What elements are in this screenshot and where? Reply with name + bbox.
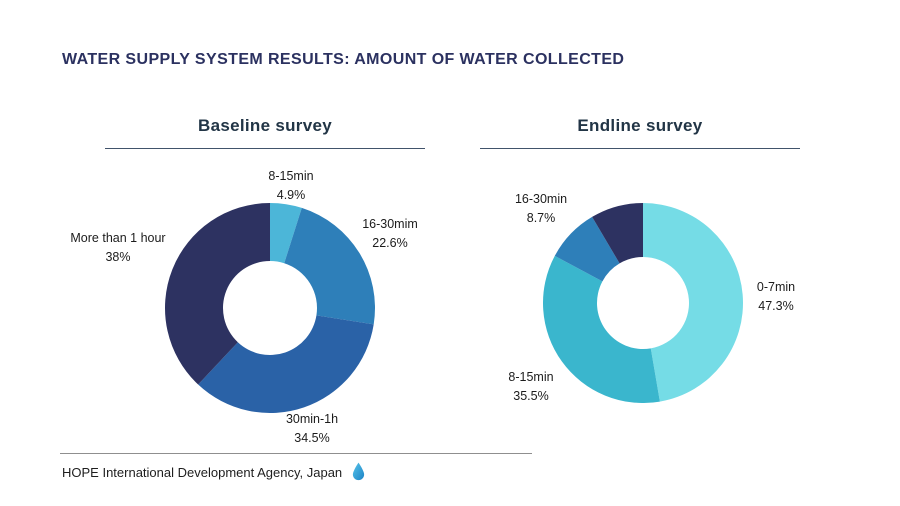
baseline-donut-chart <box>165 203 375 414</box>
baseline-label-16-30min: 16-30mim 22.6% <box>330 215 450 253</box>
donut-segment-30min-1h <box>198 315 374 414</box>
segment-name: 16-30min <box>514 192 568 206</box>
donut-segment-8-15min <box>543 255 660 403</box>
baseline-title-underline <box>105 148 425 149</box>
donut-segment-more-than-1-hour <box>165 203 270 385</box>
donut-segment-0-7min <box>643 203 743 402</box>
segment-name: 8-15min <box>508 370 554 384</box>
donut-segment-8-15min <box>270 203 302 264</box>
endline-label-8-15min: 8-15min 35.5% <box>471 368 591 406</box>
endline-title-underline <box>480 148 800 149</box>
segment-value: 4.9% <box>276 187 306 202</box>
donut-segment-16-30min <box>554 216 620 282</box>
segment-value: 38% <box>105 249 131 264</box>
endline-donut-chart <box>543 203 743 403</box>
baseline-label-8-15min: 8-15min 4.9% <box>231 167 351 205</box>
segment-name: 8-15min <box>268 169 314 183</box>
baseline-chart-title: Baseline survey <box>198 116 332 135</box>
segment-name: 16-30mim <box>362 217 418 231</box>
footer: HOPE International Development Agency, J… <box>62 462 366 482</box>
water-drop-icon <box>353 462 365 481</box>
endline-label-0-7min: 0-7min 47.3% <box>716 278 836 316</box>
endline-label-16-30min: 16-30min 8.7% <box>481 190 601 228</box>
segment-value: 22.6% <box>372 235 408 250</box>
donut-segment-unlabeled <box>592 203 643 264</box>
segment-value: 35.5% <box>513 388 549 403</box>
segment-value: 47.3% <box>758 298 794 313</box>
segment-name: 30min-1h <box>285 412 339 426</box>
donut-segment-16-30mim <box>284 207 375 325</box>
page-title: WATER SUPPLY SYSTEM RESULTS: AMOUNT OF W… <box>62 51 625 68</box>
segment-value: 34.5% <box>294 430 330 445</box>
footer-divider <box>60 453 532 454</box>
baseline-label-more-than-1-hour: More than 1 hour 38% <box>48 229 188 267</box>
segment-name: 0-7min <box>756 280 796 294</box>
endline-chart-title: Endline survey <box>577 116 703 135</box>
baseline-label-30min-1h: 30min-1h 34.5% <box>252 410 372 448</box>
footer-text: HOPE International Development Agency, J… <box>62 464 343 480</box>
segment-name: More than 1 hour <box>70 231 166 245</box>
segment-value: 8.7% <box>526 210 556 225</box>
